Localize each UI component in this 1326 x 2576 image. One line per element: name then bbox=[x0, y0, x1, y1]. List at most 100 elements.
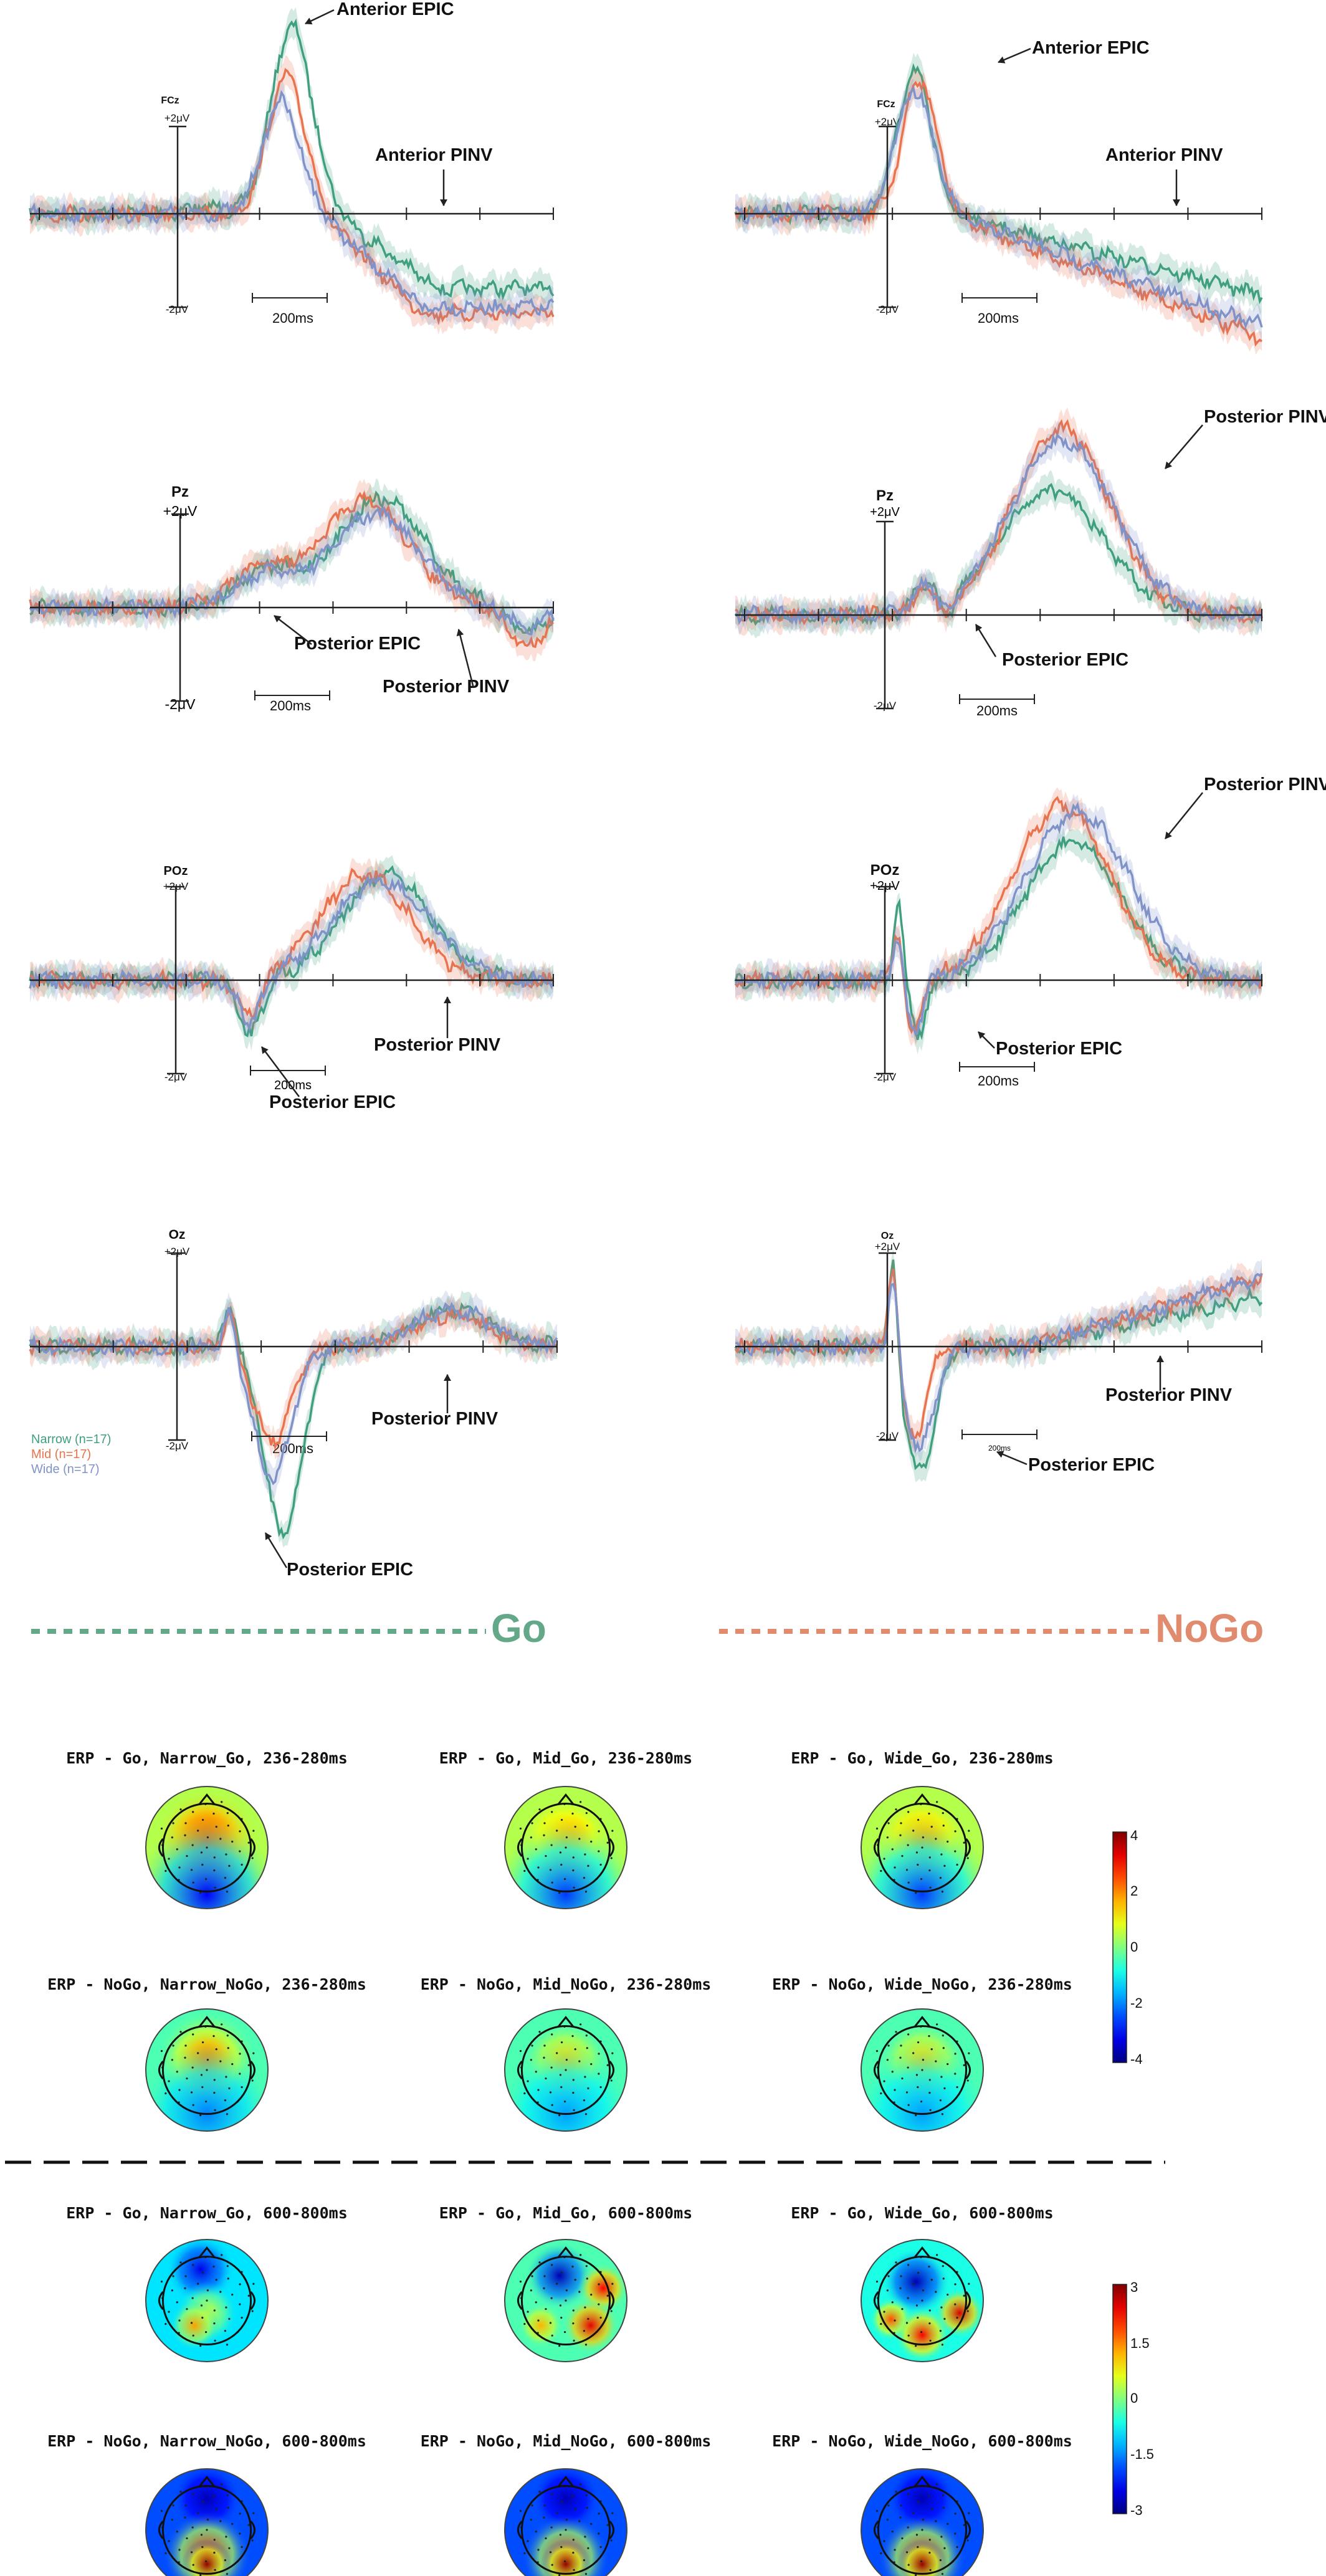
head-circle bbox=[161, 1802, 252, 1893]
electrode-dot bbox=[226, 2494, 229, 2497]
electrode-dot bbox=[921, 2299, 923, 2302]
series-line-wide bbox=[29, 875, 555, 1033]
electrode-dot bbox=[928, 1856, 931, 1859]
electrode-dot bbox=[545, 2077, 547, 2080]
electrode-dot bbox=[598, 2512, 600, 2515]
colorbar-tick: 3 bbox=[1130, 2279, 1138, 2295]
annotation-anterior-pinv: Anterior PINV bbox=[375, 145, 493, 165]
electrode-dot bbox=[565, 2289, 568, 2292]
electrode-dot bbox=[178, 2549, 181, 2551]
nogo-label: NoGo bbox=[1155, 1606, 1264, 1651]
electrode-dot bbox=[963, 2524, 965, 2526]
electrode-dot bbox=[917, 2316, 919, 2319]
electrode-dot bbox=[212, 2494, 215, 2497]
electrode-dot bbox=[558, 2345, 561, 2347]
left-ear bbox=[873, 2521, 879, 2539]
electrode-dot bbox=[929, 1886, 932, 1889]
electrode-dot bbox=[928, 2551, 931, 2554]
topomap-3 bbox=[861, 1787, 983, 1909]
series-line-narrow bbox=[29, 490, 555, 635]
topomap-region bbox=[888, 2469, 956, 2533]
electrode-dot bbox=[199, 1892, 202, 1894]
electrode-dot bbox=[251, 2539, 254, 2542]
electrode-dot bbox=[572, 2309, 575, 2312]
electrode-dot bbox=[192, 1881, 194, 1884]
left-ear bbox=[517, 1838, 523, 1857]
electrode-dot bbox=[963, 1841, 965, 1844]
erp-plot-pz-nogo bbox=[734, 407, 1263, 710]
colorbar-2-ticks: 3 1.5 0 -1.5 -3 bbox=[1130, 2279, 1154, 2518]
electrode-dot bbox=[940, 2535, 943, 2538]
electrode-dot bbox=[880, 1869, 882, 1872]
electrode-dot bbox=[179, 2261, 182, 2264]
electrode-dot bbox=[966, 2079, 969, 2082]
electrode-dot bbox=[571, 2494, 574, 2497]
electrode-dot bbox=[610, 2079, 613, 2082]
electrode-dot bbox=[549, 2551, 552, 2554]
electrode-dot bbox=[947, 2293, 949, 2296]
electrode-dot bbox=[538, 2261, 541, 2264]
head-circle bbox=[520, 2025, 611, 2116]
electrode-dot bbox=[556, 1829, 558, 1832]
electrode-dot bbox=[191, 2066, 194, 2069]
electrode-dot bbox=[894, 1866, 896, 1869]
electrode-dot bbox=[549, 2322, 552, 2324]
colorbar-tick: -2 bbox=[1130, 1995, 1143, 2011]
electrode-dot bbox=[928, 2265, 930, 2268]
series-line-narrow bbox=[734, 63, 1263, 305]
ribbon-mid bbox=[30, 857, 553, 1031]
annotation-arrow bbox=[978, 1031, 995, 1049]
electrode-dot bbox=[563, 2330, 566, 2334]
annotation-arrow bbox=[264, 1532, 288, 1568]
electrode-dot bbox=[531, 2504, 533, 2507]
electrode-dot bbox=[942, 1825, 945, 1827]
annotation-posterior-epic: Posterior EPIC bbox=[1002, 650, 1128, 670]
electrode-dot bbox=[578, 2291, 581, 2293]
annotation-arrow bbox=[274, 615, 312, 645]
erp-plot-poz-nogo bbox=[734, 787, 1263, 1075]
series-line-narrow bbox=[734, 836, 1263, 1041]
electrode-dot bbox=[247, 2064, 250, 2066]
electrode-label: POz bbox=[870, 862, 900, 879]
electrode-dot bbox=[954, 2283, 956, 2286]
series-line-wide bbox=[29, 1302, 558, 1486]
electrode-dot bbox=[574, 1826, 576, 1828]
electrode-dot bbox=[942, 1812, 944, 1815]
electrode-dot bbox=[587, 2087, 589, 2089]
electrode-dot bbox=[929, 2109, 932, 2111]
right-ear bbox=[609, 2061, 615, 2079]
electrode-label: FCz bbox=[877, 99, 895, 110]
electrode-dot bbox=[251, 2310, 254, 2312]
electrode-dot bbox=[201, 1818, 204, 1821]
electrode-dot bbox=[895, 2031, 897, 2033]
series-line-mid bbox=[29, 1307, 558, 1450]
electrode-dot bbox=[184, 2516, 186, 2519]
electrode-dot bbox=[168, 2540, 170, 2542]
electrode-dot bbox=[206, 2529, 208, 2531]
electrode-dot bbox=[558, 2574, 561, 2576]
annotation-posterior-epic: Posterior EPIC bbox=[269, 1092, 396, 1112]
electrode-dot bbox=[225, 2306, 227, 2309]
go-label: Go bbox=[491, 1606, 546, 1651]
head-circle bbox=[161, 2025, 252, 2116]
electrode-label: Oz bbox=[881, 1231, 894, 1241]
electrode-dot bbox=[891, 2071, 894, 2073]
electrode-dot bbox=[941, 1891, 944, 1893]
electrode-dot bbox=[963, 2294, 965, 2297]
legend-mid: Mid (n=17) bbox=[31, 1448, 91, 1461]
electrode-dot bbox=[227, 2507, 229, 2509]
electrode-dot bbox=[190, 2091, 193, 2094]
ribbon-wide bbox=[735, 793, 1262, 1043]
electrode-dot bbox=[917, 2086, 919, 2089]
electrode-dot bbox=[560, 2545, 563, 2549]
electrode-dot bbox=[943, 2317, 946, 2320]
electrode-dot bbox=[199, 2114, 202, 2117]
electrode-dot bbox=[578, 1838, 581, 1840]
electrode-dot bbox=[226, 2344, 229, 2346]
electrode-dot bbox=[917, 1863, 919, 1866]
right-ear bbox=[965, 2061, 971, 2079]
colorbar-1-ticks: 4 2 0 -2 -4 bbox=[1130, 1828, 1143, 2067]
electrode-dot bbox=[894, 2549, 896, 2551]
electrode-dot bbox=[247, 1841, 250, 1844]
electrode-dot bbox=[160, 1827, 163, 1830]
